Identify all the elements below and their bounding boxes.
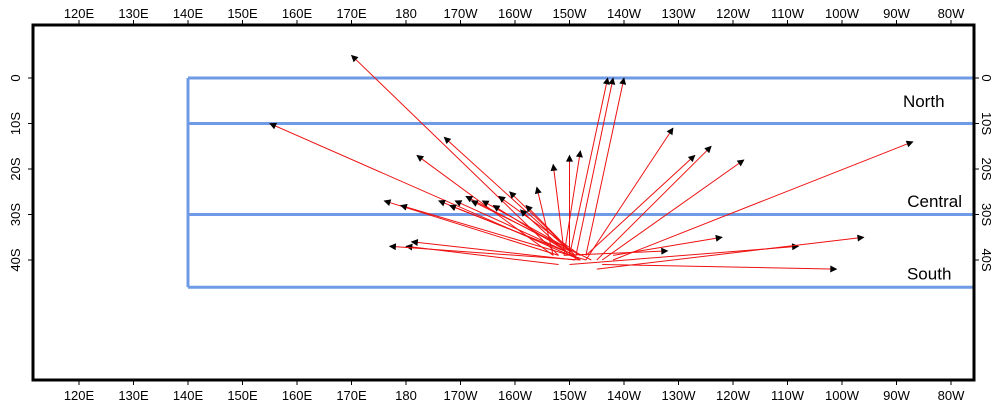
top-lon-label: 140W — [607, 6, 642, 21]
trajectory-arrow — [596, 234, 865, 270]
top-lon-label: 170W — [444, 6, 479, 21]
bottom-lon-label: 120E — [64, 388, 95, 403]
top-lon-label: 170E — [336, 6, 367, 21]
bottom-lon-label: 130W — [662, 388, 697, 403]
trajectory-arrows — [269, 54, 914, 273]
trajectory-arrow — [416, 154, 554, 256]
trajectory-arrow — [585, 154, 696, 256]
trajectory-arrow — [602, 264, 838, 273]
bottom-lon-label: 110W — [771, 388, 805, 403]
trajectory-arrow — [585, 77, 627, 256]
trajectory-arrow — [470, 200, 592, 261]
trajectory-arrow — [383, 199, 559, 256]
top-lon-label: 130E — [118, 6, 149, 21]
trajectory-arrow — [601, 159, 745, 261]
left-latitude-axis: 0 10S 20S 30S 40S — [8, 74, 33, 272]
right-lat-label: 30S — [979, 203, 991, 226]
bottom-lon-label: 90W — [883, 388, 910, 403]
trajectory-arrow — [596, 145, 712, 261]
trajectory-arrow — [563, 150, 583, 256]
bottom-lon-label: 160E — [282, 388, 313, 403]
region-label-central: Central — [907, 192, 962, 211]
bottom-lon-label: 160W — [498, 388, 533, 403]
region-labels: North Central South — [903, 92, 962, 284]
top-lon-label: 90W — [883, 6, 910, 21]
top-lon-label: 160W — [498, 6, 533, 21]
right-lat-label: 20S — [979, 157, 991, 180]
right-lat-label: 40S — [979, 248, 991, 271]
trajectory-arrow — [613, 234, 723, 256]
top-lon-label: 150W — [553, 6, 588, 21]
region-label-south: South — [907, 265, 951, 284]
bottom-lon-label: 140W — [607, 388, 642, 403]
top-lon-label: 120E — [64, 6, 95, 21]
bottom-lon-label: 100W — [825, 388, 860, 403]
region-label-north: North — [903, 92, 945, 111]
trajectory-arrow — [410, 239, 576, 261]
top-lon-label: 110W — [771, 6, 805, 21]
bottom-lon-label: 170W — [444, 388, 479, 403]
trajectory-arrow — [612, 140, 914, 261]
top-lon-label: 140E — [173, 6, 204, 21]
bottom-lon-label: 180 — [395, 388, 417, 403]
top-lon-label: 130W — [662, 6, 697, 21]
trajectory-arrow — [563, 247, 669, 256]
bottom-lon-label: 130E — [118, 388, 149, 403]
right-lat-label: 10S — [979, 112, 991, 135]
trajectory-arrow — [585, 127, 674, 261]
left-lat-label: 40S — [8, 248, 23, 271]
trajectory-arrow — [574, 77, 616, 261]
left-lat-label: 0 — [8, 74, 23, 81]
top-lon-label: 160E — [282, 6, 313, 21]
bottom-lon-label: 120W — [716, 388, 751, 403]
trajectory-arrow — [448, 204, 554, 247]
trajectory-arrow — [350, 54, 559, 256]
right-latitude-axis: 0 10S 20S 30S 40S — [974, 74, 991, 272]
left-lat-label: 30S — [8, 203, 23, 226]
map-frame — [31, 23, 976, 382]
bottom-lon-label: 80W — [938, 388, 965, 403]
bottom-longitude-axis: 120E 130E 140E 150E 160E 170E 180 170W 160W 150W 1… — [64, 380, 965, 403]
right-lat-label: 0 — [979, 74, 991, 81]
top-lon-label: 120W — [716, 6, 751, 21]
bottom-lon-label: 150W — [553, 388, 588, 403]
trajectory-arrow — [569, 77, 610, 256]
top-longitude-axis: 120E 130E 140E 150E 160E 170E 180 170W 160W 150W 1… — [64, 6, 965, 25]
bottom-lon-label: 150E — [227, 388, 258, 403]
trajectory-arrow — [399, 203, 587, 261]
land-south-america-coast-south — [978, 287, 991, 310]
bottom-lon-label: 140E — [173, 388, 204, 403]
left-lat-label: 20S — [8, 157, 23, 180]
trajectory-arrow — [550, 163, 565, 251]
trajectory-arrow — [454, 200, 576, 256]
left-lat-label: 10S — [8, 112, 23, 135]
region-boxes — [186, 76, 974, 289]
trajectory-arrow — [498, 195, 581, 256]
trajectory-arrow — [388, 243, 581, 261]
bottom-lon-label: 170E — [336, 388, 367, 403]
trajectory-arrow — [269, 122, 581, 261]
trajectory-arrow — [525, 204, 576, 256]
top-lon-label: 150E — [227, 6, 258, 21]
top-lon-label: 100W — [825, 6, 860, 21]
top-lon-label: 80W — [938, 6, 965, 21]
top-lon-label: 180 — [395, 6, 417, 21]
